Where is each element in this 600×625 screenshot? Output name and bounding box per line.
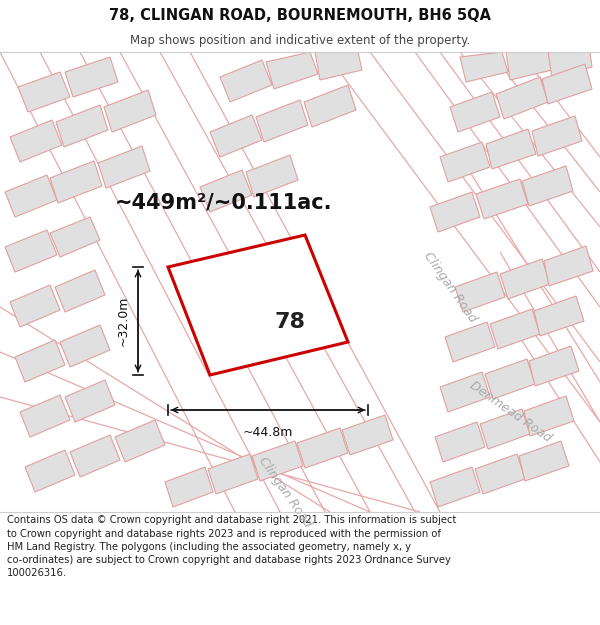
- Polygon shape: [315, 52, 362, 80]
- Polygon shape: [25, 450, 75, 492]
- Text: 78, CLINGAN ROAD, BOURNEMOUTH, BH6 5QA: 78, CLINGAN ROAD, BOURNEMOUTH, BH6 5QA: [109, 8, 491, 23]
- Polygon shape: [445, 322, 495, 362]
- Text: ~44.8m: ~44.8m: [243, 426, 293, 439]
- Text: ~449m²/~0.111ac.: ~449m²/~0.111ac.: [115, 192, 332, 212]
- Polygon shape: [435, 422, 485, 462]
- Polygon shape: [486, 129, 536, 169]
- Polygon shape: [460, 52, 508, 82]
- Polygon shape: [220, 60, 272, 102]
- Polygon shape: [542, 64, 592, 104]
- Polygon shape: [208, 454, 258, 494]
- Polygon shape: [210, 115, 262, 157]
- Polygon shape: [10, 120, 62, 162]
- Polygon shape: [50, 217, 100, 257]
- Polygon shape: [522, 166, 573, 206]
- Polygon shape: [65, 380, 115, 422]
- Polygon shape: [246, 155, 298, 197]
- Text: Contains OS data © Crown copyright and database right 2021. This information is : Contains OS data © Crown copyright and d…: [7, 516, 457, 578]
- Polygon shape: [519, 441, 569, 481]
- Polygon shape: [168, 235, 348, 375]
- Polygon shape: [496, 77, 548, 119]
- Text: Denmead Road: Denmead Road: [467, 379, 553, 445]
- Polygon shape: [440, 372, 490, 412]
- Polygon shape: [60, 325, 110, 367]
- Polygon shape: [480, 409, 530, 449]
- Polygon shape: [455, 272, 505, 312]
- Polygon shape: [65, 57, 118, 97]
- Polygon shape: [430, 192, 480, 232]
- Polygon shape: [5, 230, 57, 272]
- Text: ~32.0m: ~32.0m: [117, 296, 130, 346]
- Polygon shape: [252, 441, 303, 481]
- Polygon shape: [50, 161, 102, 203]
- Polygon shape: [544, 246, 593, 286]
- Polygon shape: [104, 90, 156, 132]
- Polygon shape: [506, 52, 552, 80]
- Polygon shape: [15, 340, 65, 382]
- Polygon shape: [115, 420, 165, 462]
- Polygon shape: [524, 396, 574, 436]
- Polygon shape: [5, 175, 57, 217]
- Polygon shape: [200, 170, 252, 212]
- Polygon shape: [450, 92, 500, 132]
- Polygon shape: [256, 100, 308, 142]
- Polygon shape: [70, 435, 120, 477]
- Polygon shape: [297, 428, 348, 468]
- Polygon shape: [430, 467, 480, 507]
- Polygon shape: [490, 309, 540, 349]
- Polygon shape: [20, 395, 70, 437]
- Polygon shape: [98, 146, 150, 188]
- Polygon shape: [532, 116, 582, 156]
- Polygon shape: [475, 454, 525, 494]
- Text: Clingan Road: Clingan Road: [256, 454, 314, 529]
- Polygon shape: [55, 270, 105, 312]
- Polygon shape: [266, 52, 318, 89]
- Polygon shape: [440, 142, 490, 182]
- Text: 78: 78: [275, 312, 305, 332]
- Polygon shape: [304, 85, 356, 127]
- Polygon shape: [476, 179, 528, 219]
- Polygon shape: [548, 52, 592, 77]
- Polygon shape: [18, 72, 70, 112]
- Polygon shape: [10, 285, 60, 327]
- Polygon shape: [534, 296, 584, 336]
- Polygon shape: [165, 467, 213, 507]
- Polygon shape: [56, 105, 108, 147]
- Polygon shape: [342, 415, 393, 455]
- Text: Clingan Road: Clingan Road: [421, 249, 479, 324]
- Text: Map shows position and indicative extent of the property.: Map shows position and indicative extent…: [130, 34, 470, 47]
- Polygon shape: [485, 359, 535, 399]
- Polygon shape: [529, 346, 579, 386]
- Polygon shape: [500, 259, 550, 299]
